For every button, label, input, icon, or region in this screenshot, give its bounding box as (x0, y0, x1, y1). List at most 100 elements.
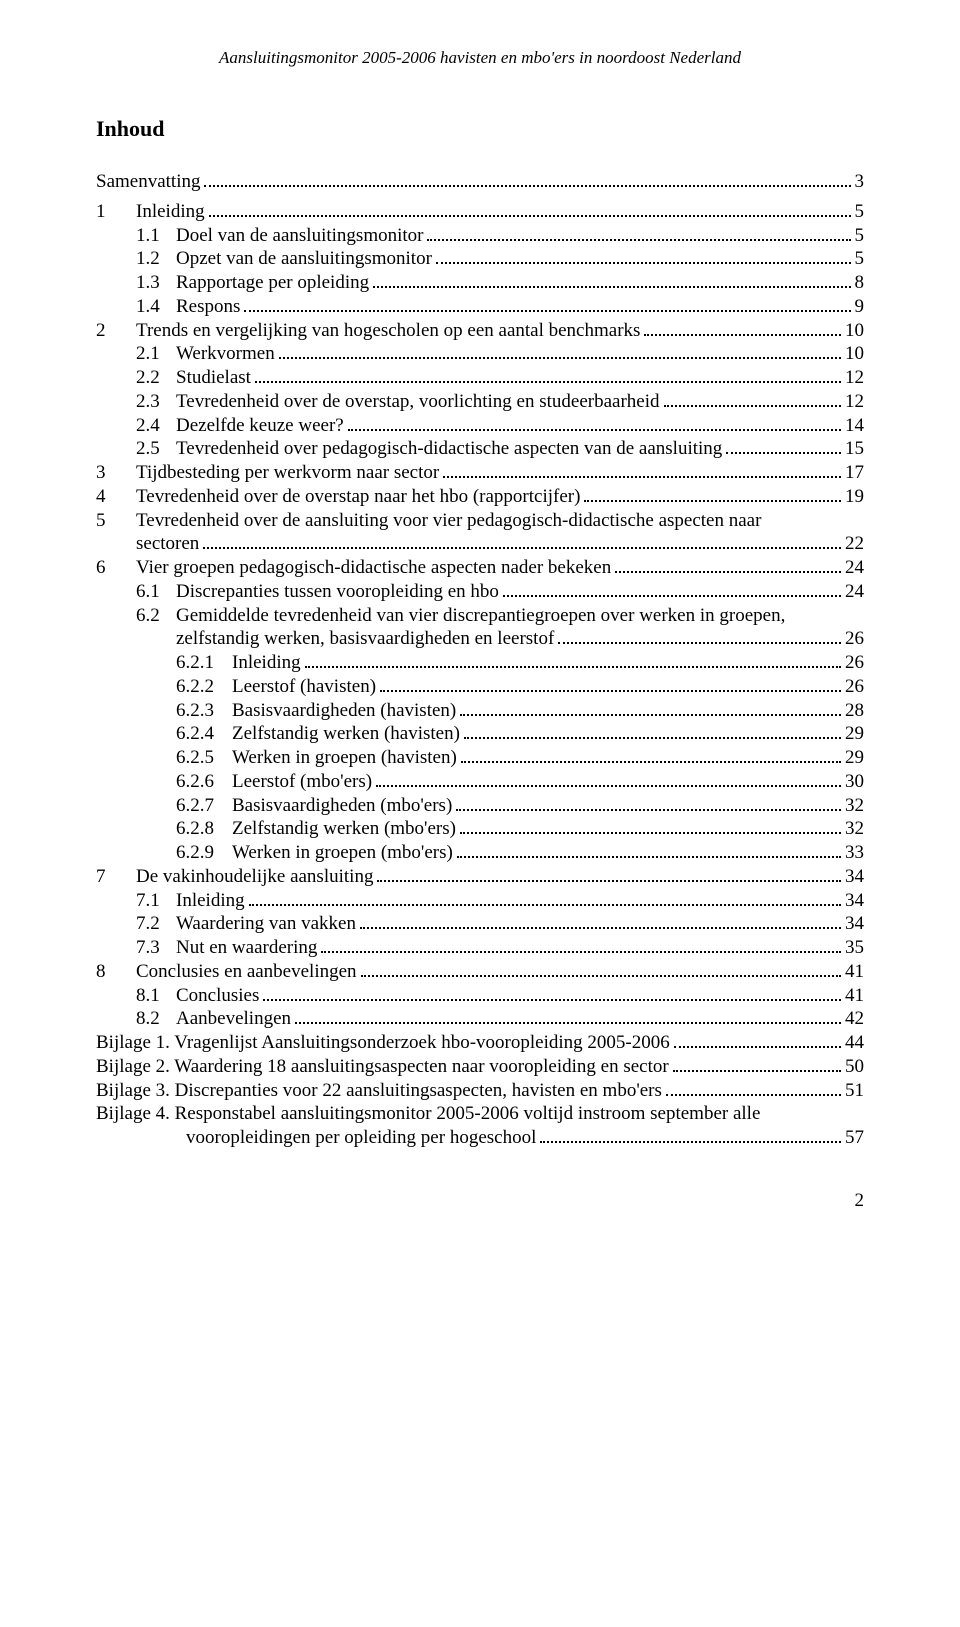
toc-entry: 8.1Conclusies41 (96, 984, 864, 1008)
page: Aansluitingsmonitor 2005-2006 havisten e… (0, 0, 960, 1272)
toc-entry-page: 33 (845, 841, 864, 865)
toc-entry-page: 5 (855, 224, 865, 248)
toc-leader-dots (584, 488, 841, 501)
running-head: Aansluitingsmonitor 2005-2006 havisten e… (96, 48, 864, 68)
toc-entry: Bijlage 2. Waardering 18 aansluitingsasp… (96, 1055, 864, 1079)
toc-entry-page: 51 (845, 1079, 864, 1103)
toc-leader-dots (540, 1130, 841, 1143)
toc-entry-label: Tijdbesteding per werkvorm naar sector (136, 461, 439, 485)
toc-entry-page: 14 (845, 414, 864, 438)
toc-entry: 1Inleiding 5 (96, 200, 864, 224)
toc-entry-label: Rapportage per opleiding (176, 271, 369, 295)
toc-entry: 2.5Tevredenheid over pedagogisch-didacti… (96, 437, 864, 461)
toc-entry-label: Leerstof (havisten) (232, 675, 376, 699)
toc-entry-label: Samenvatting (96, 170, 200, 194)
toc-entry-label: Studielast (176, 366, 251, 390)
toc-entry: 5Tevredenheid over de aansluiting voor v… (96, 509, 864, 533)
toc-entry-label: Inleiding (232, 651, 301, 675)
toc-leader-dots (461, 750, 841, 763)
toc-leader-dots (558, 631, 841, 644)
toc-entry-label: Doel van de aansluitingsmonitor (176, 224, 423, 248)
toc-entry: 1.2Opzet van de aansluitingsmonitor5 (96, 247, 864, 271)
toc-entry-number: 1.2 (96, 247, 176, 271)
toc-leader-dots (666, 1082, 841, 1095)
toc-entry-page: 34 (845, 865, 864, 889)
toc-entry-number: 2.2 (96, 366, 176, 390)
toc-entry-label: Nut en waardering (176, 936, 317, 960)
toc-entry-label: Inleiding (136, 200, 205, 224)
toc-leader-dots (377, 868, 841, 881)
toc-entry: Samenvatting3 (96, 170, 864, 194)
toc-entry-label: Tevredenheid over pedagogisch-didactisch… (176, 437, 722, 461)
toc-entry: Bijlage 1. Vragenlijst Aansluitingsonder… (96, 1031, 864, 1055)
toc-entry-number: 7.3 (96, 936, 176, 960)
toc-leader-dots (360, 916, 841, 929)
toc-entry-page: 28 (845, 699, 864, 723)
toc-leader-dots (321, 940, 841, 953)
toc-leader-dots (673, 1058, 841, 1071)
toc-entry-number: 1 (96, 200, 136, 224)
toc-entry-page: 9 (855, 295, 865, 319)
toc-entry-page: 5 (855, 200, 865, 224)
toc-entry-label: Bijlage 4. Responstabel aansluitingsmoni… (96, 1102, 760, 1126)
toc-entry-page: 12 (845, 366, 864, 390)
toc-leader-dots (209, 203, 851, 216)
toc-entry-number: 6.2.8 (96, 817, 232, 841)
toc-leader-dots (279, 346, 841, 359)
toc-entry-page: 24 (845, 580, 864, 604)
toc-leader-dots (664, 393, 841, 406)
toc-leader-dots (644, 322, 841, 335)
toc-entry-label: Inleiding (176, 889, 245, 913)
toc-entry-label: Tevredenheid over de overstap naar het h… (136, 485, 580, 509)
toc-entry-label: Tevredenheid over de aansluiting voor vi… (136, 509, 761, 533)
toc-entry: 2.1Werkvormen10 (96, 342, 864, 366)
toc-entry: 1.4Respons9 (96, 295, 864, 319)
toc-leader-dots (615, 560, 841, 573)
toc-entry-page: 17 (845, 461, 864, 485)
toc-entry-page: 26 (845, 675, 864, 699)
toc-entry-label: Discrepanties tussen vooropleiding en hb… (176, 580, 499, 604)
toc-entry-number: 6.1 (96, 580, 176, 604)
toc-entry-label: Dezelfde keuze weer? (176, 414, 344, 438)
toc-leader-dots (348, 417, 841, 430)
toc-entry-label: sectoren (136, 532, 199, 556)
toc-leader-dots (204, 174, 850, 187)
toc-entry-page: 26 (845, 627, 864, 651)
toc-entry: 2.4Dezelfde keuze weer?14 (96, 414, 864, 438)
toc-entry: 1.3Rapportage per opleiding8 (96, 271, 864, 295)
toc-entry-label: Basisvaardigheden (mbo'ers) (232, 794, 452, 818)
toc-entry-number: 6.2.9 (96, 841, 232, 865)
toc-entry-number: 6.2 (96, 604, 176, 628)
toc-entry-number: 6.2.5 (96, 746, 232, 770)
toc-entry-number: 2 (96, 319, 136, 343)
toc-leader-dots (376, 773, 841, 786)
toc-entry: 6.2.5Werken in groepen (havisten)29 (96, 746, 864, 770)
toc-leader-dots (460, 702, 841, 715)
toc-entry-page: 34 (845, 889, 864, 913)
table-of-contents: Samenvatting31Inleiding51.1Doel van de a… (96, 170, 864, 1150)
toc-entry-number: 2.3 (96, 390, 176, 414)
toc-leader-dots (361, 963, 841, 976)
toc-entry-label: Werken in groepen (havisten) (232, 746, 457, 770)
toc-entry: 6.2Gemiddelde tevredenheid van vier disc… (96, 604, 864, 628)
toc-entry-label: Aanbevelingen (176, 1007, 291, 1031)
toc-leader-dots (203, 536, 841, 549)
toc-entry-continuation: sectoren22 (96, 532, 864, 556)
toc-entry-page: 41 (845, 960, 864, 984)
toc-entry-label: Gemiddelde tevredenheid van vier discrep… (176, 604, 785, 628)
toc-entry-number: 7 (96, 865, 136, 889)
toc-leader-dots (464, 726, 841, 739)
toc-entry-continuation: vooropleidingen per opleiding per hogesc… (96, 1126, 864, 1150)
toc-entry-page: 10 (845, 342, 864, 366)
toc-leader-dots (456, 797, 841, 810)
toc-entry-number: 8 (96, 960, 136, 984)
toc-entry-label: Conclusies en aanbevelingen (136, 960, 357, 984)
toc-leader-dots (295, 1011, 841, 1024)
toc-entry-number: 8.1 (96, 984, 176, 1008)
toc-entry: 1.1Doel van de aansluitingsmonitor5 (96, 224, 864, 248)
toc-entry-label: Bijlage 2. Waardering 18 aansluitingsasp… (96, 1055, 669, 1079)
toc-entry-page: 42 (845, 1007, 864, 1031)
toc-entry-number: 8.2 (96, 1007, 176, 1031)
toc-entry: 6Vier groepen pedagogisch-didactische as… (96, 556, 864, 580)
toc-entry-page: 41 (845, 984, 864, 1008)
